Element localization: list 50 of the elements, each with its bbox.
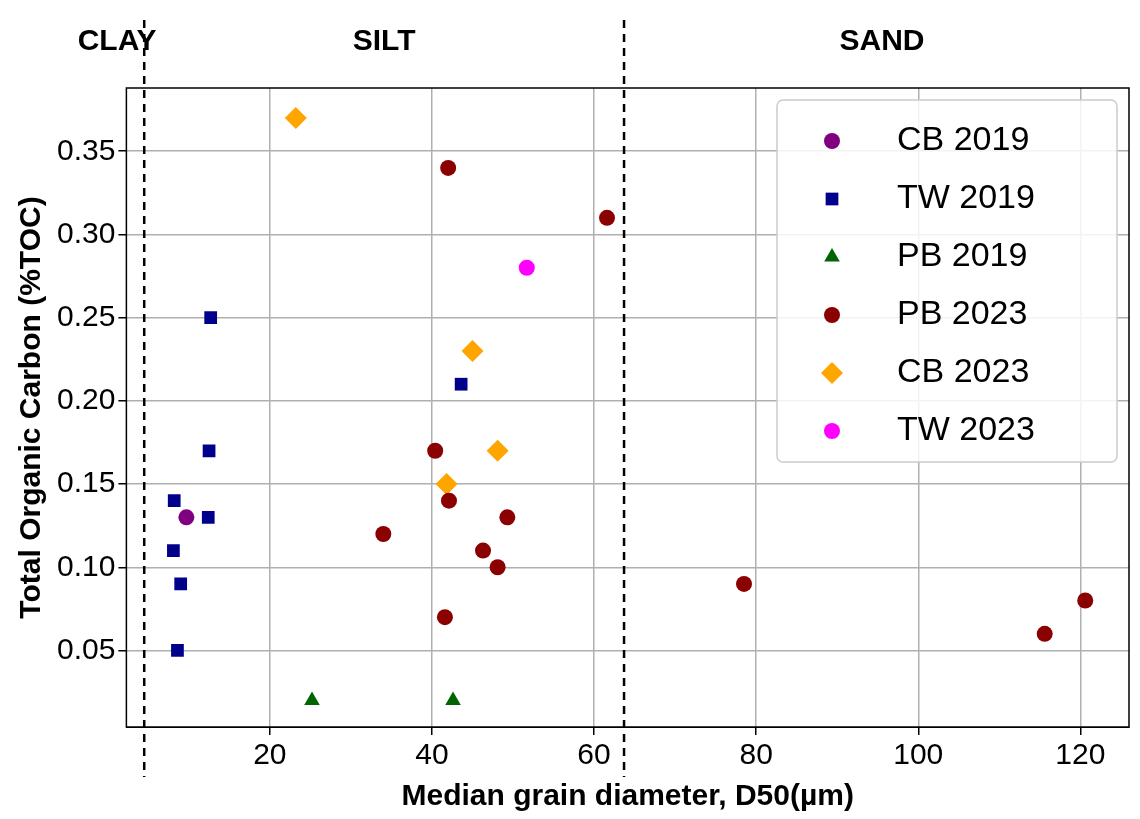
text: SILT bbox=[352, 23, 416, 57]
legend-label: CB 2019 bbox=[897, 119, 1030, 158]
legend-label: TW 2023 bbox=[897, 409, 1035, 448]
x-tick-label: 80 bbox=[739, 737, 773, 771]
point bbox=[440, 492, 457, 509]
y-tick-label: 0.15 bbox=[57, 465, 116, 499]
legend-label: TW 2019 bbox=[897, 177, 1035, 216]
point bbox=[178, 509, 195, 526]
x-tick-label: 100 bbox=[893, 737, 944, 771]
point bbox=[489, 559, 506, 576]
point bbox=[427, 442, 444, 459]
point bbox=[440, 159, 457, 176]
x-axis-title: Median grain diameter, D50(µm) bbox=[401, 778, 854, 812]
point bbox=[284, 106, 307, 129]
y-tick-label: 0.20 bbox=[57, 382, 116, 416]
legend-label: PB 2023 bbox=[897, 293, 1028, 332]
x-tick-label: 20 bbox=[253, 737, 287, 771]
text: SAND bbox=[839, 23, 925, 57]
point bbox=[499, 509, 516, 526]
point bbox=[461, 339, 484, 362]
y-tick-label: 0.05 bbox=[57, 631, 116, 665]
y-axis-title: Total Organic Carbon (%TOC) bbox=[13, 196, 47, 619]
point bbox=[486, 439, 509, 462]
point bbox=[167, 544, 180, 557]
point bbox=[202, 444, 216, 458]
x-tick-label: 120 bbox=[1055, 737, 1106, 771]
point bbox=[436, 609, 453, 626]
y-tick-label: 0.35 bbox=[57, 132, 116, 166]
point bbox=[375, 525, 392, 542]
point bbox=[204, 311, 218, 325]
point bbox=[1077, 592, 1094, 609]
point bbox=[174, 577, 188, 591]
point bbox=[599, 209, 616, 226]
point bbox=[518, 259, 535, 276]
legend-label: PB 2019 bbox=[897, 235, 1028, 274]
text: CLAY bbox=[77, 23, 157, 57]
legend-label: CB 2023 bbox=[897, 351, 1030, 390]
point bbox=[1036, 625, 1053, 642]
point bbox=[167, 494, 181, 508]
y-tick-label: 0.30 bbox=[57, 215, 116, 249]
x-tick-label: 40 bbox=[415, 737, 449, 771]
point bbox=[736, 575, 752, 592]
y-tick-label: 0.25 bbox=[57, 298, 116, 332]
x-tick-label: 60 bbox=[577, 737, 611, 771]
point bbox=[171, 644, 184, 657]
point bbox=[435, 473, 458, 496]
point bbox=[475, 542, 492, 559]
point bbox=[454, 377, 468, 391]
y-tick-label: 0.10 bbox=[57, 548, 116, 582]
point bbox=[201, 510, 215, 524]
